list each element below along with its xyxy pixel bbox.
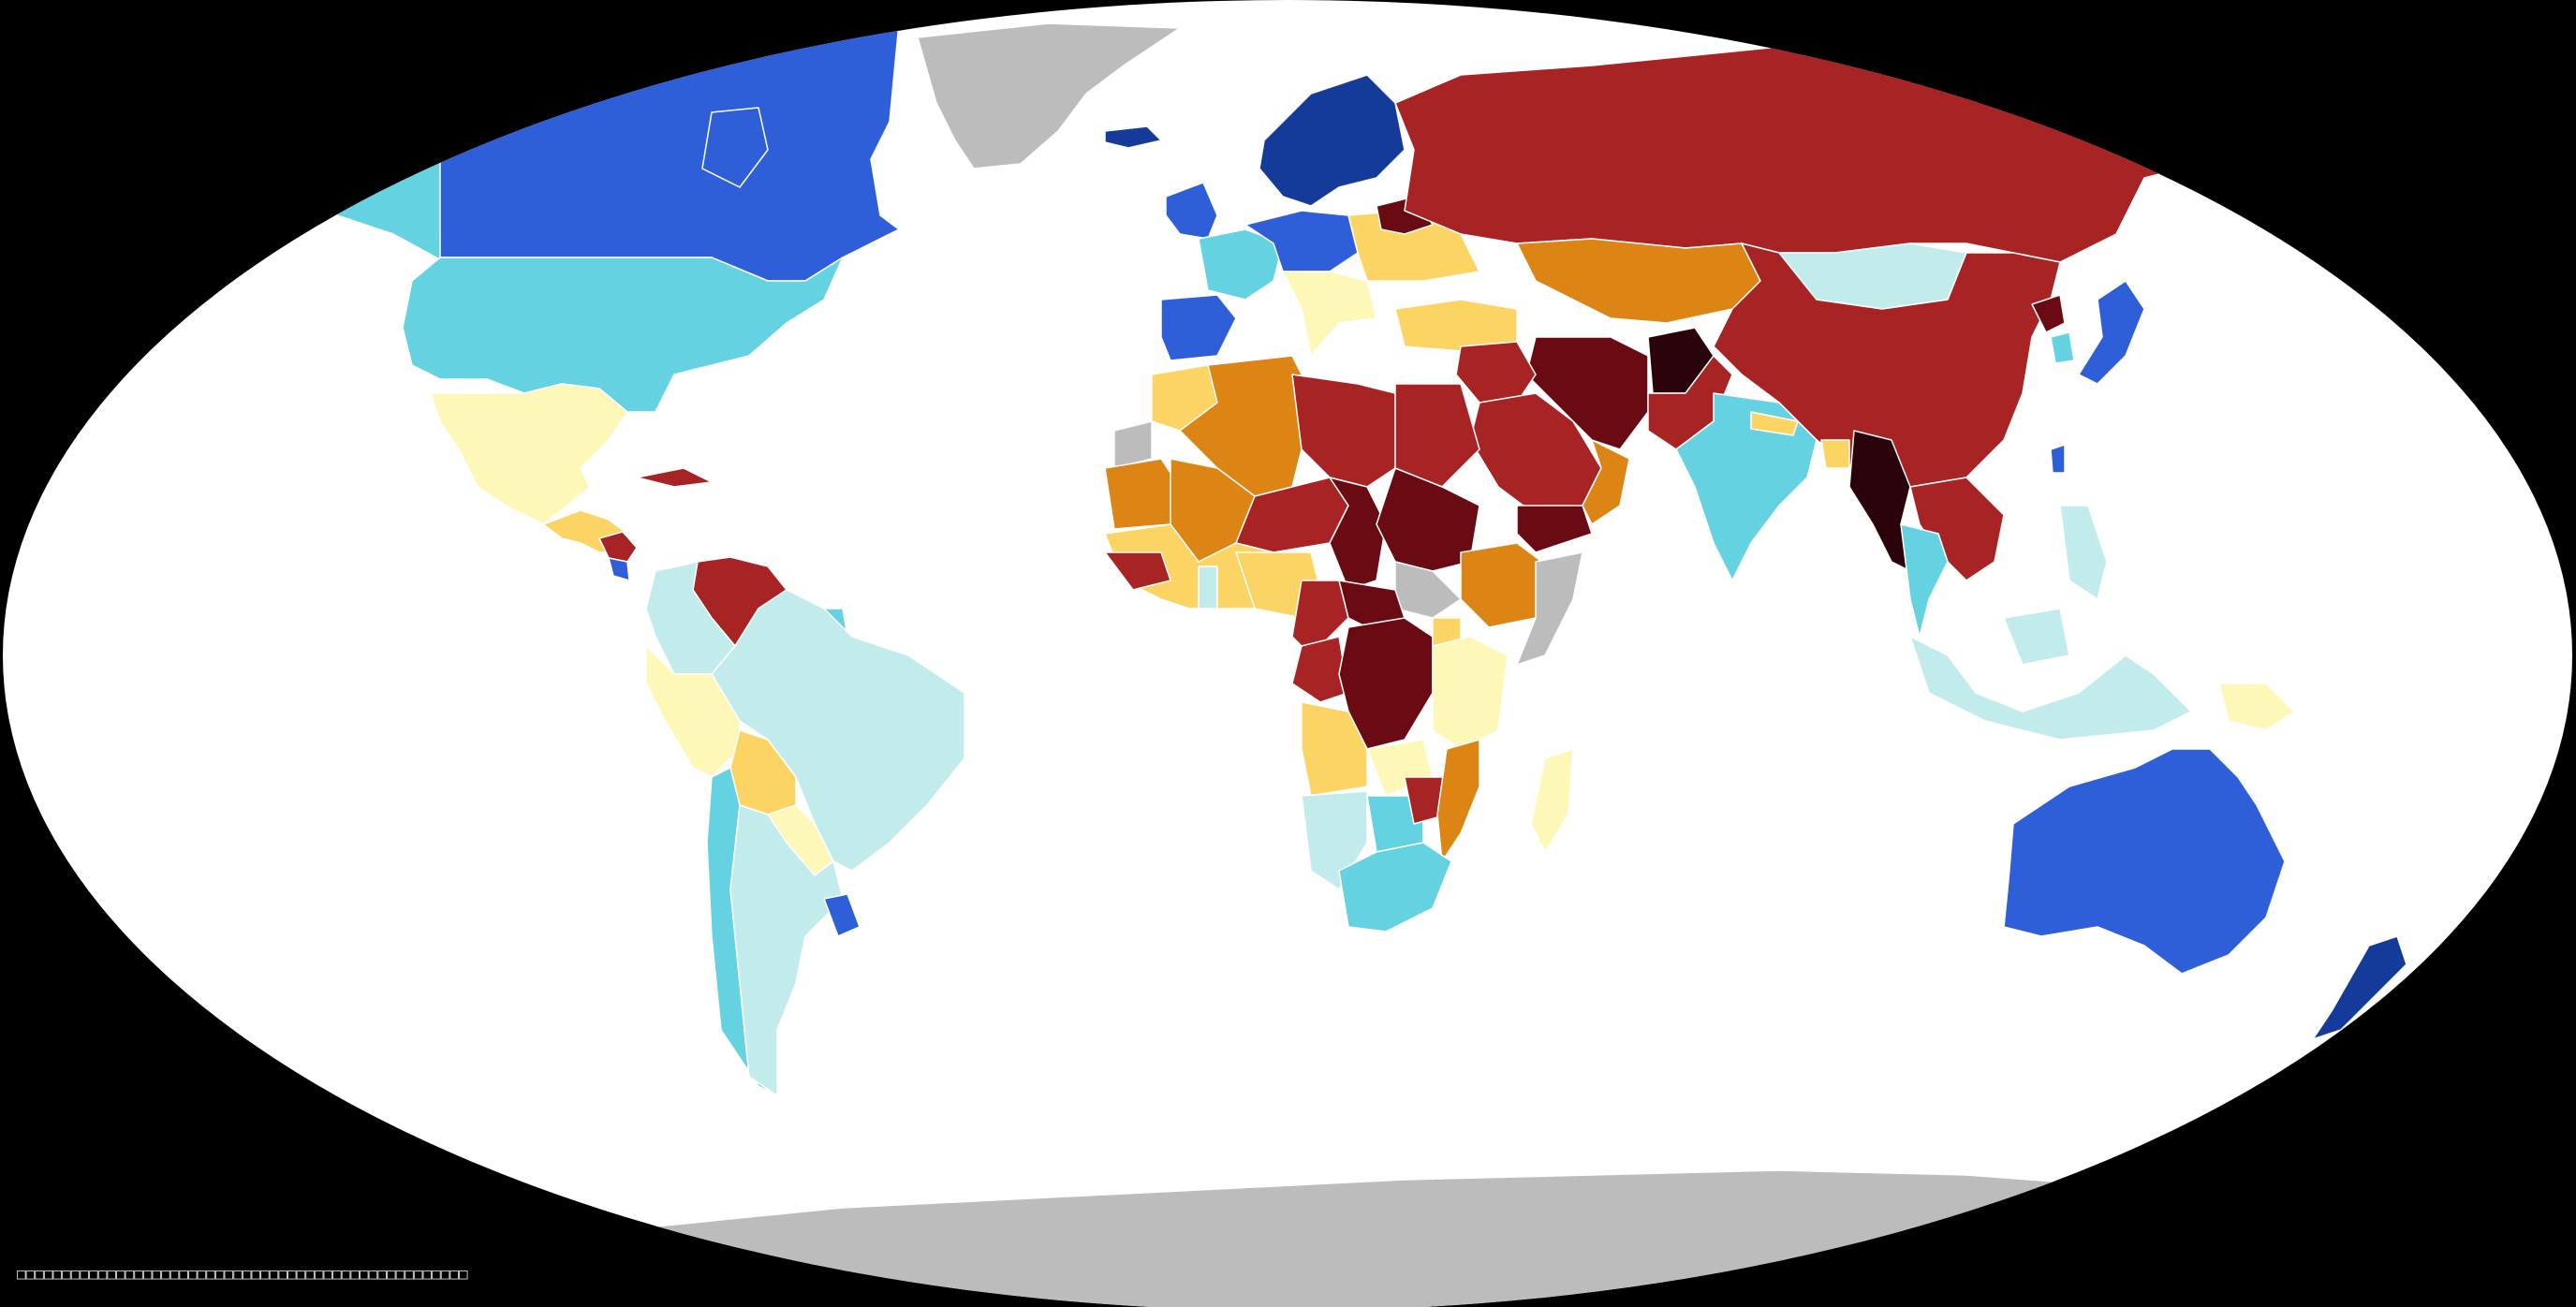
region-oman[interactable] bbox=[1582, 439, 1630, 525]
region-guinea-region[interactable] bbox=[1104, 551, 1171, 591]
region-libya[interactable] bbox=[1291, 374, 1396, 488]
region-iran[interactable] bbox=[1525, 336, 1649, 450]
region-greenland[interactable] bbox=[917, 22, 1181, 169]
region-western-sahara[interactable] bbox=[1113, 420, 1153, 469]
region-indochina[interactable] bbox=[1909, 477, 2005, 581]
region-japan[interactable] bbox=[2078, 280, 2145, 385]
region-papua-new-guinea[interactable] bbox=[2218, 683, 2295, 731]
region-malaysia-indonesia[interactable] bbox=[1909, 608, 2192, 741]
region-congo-gabon[interactable] bbox=[1291, 636, 1349, 703]
region-madagascar[interactable] bbox=[1530, 748, 1574, 853]
region-argentina[interactable] bbox=[729, 804, 844, 1096]
region-iberia[interactable] bbox=[1160, 294, 1237, 361]
region-cuba[interactable] bbox=[636, 467, 713, 488]
region-costa-rica[interactable] bbox=[608, 557, 630, 581]
region-dr-congo[interactable] bbox=[1338, 617, 1434, 750]
region-brazil[interactable] bbox=[711, 589, 965, 872]
region-united-states[interactable] bbox=[402, 257, 844, 413]
region-thailand[interactable] bbox=[1900, 523, 1949, 638]
region-south-korea[interactable] bbox=[2050, 331, 2075, 364]
region-south-africa[interactable] bbox=[1338, 842, 1452, 933]
region-nepal[interactable] bbox=[1750, 411, 1799, 436]
region-india[interactable] bbox=[1675, 392, 1818, 581]
region-bangladesh[interactable] bbox=[1820, 439, 1850, 469]
region-cameroon[interactable] bbox=[1291, 580, 1349, 656]
region-sudan[interactable] bbox=[1376, 467, 1480, 572]
region-australia[interactable] bbox=[2003, 748, 2286, 975]
region-egypt[interactable] bbox=[1394, 383, 1480, 488]
region-somalia[interactable] bbox=[1516, 551, 1583, 666]
region-mauritania[interactable] bbox=[1104, 458, 1181, 530]
region-new-zealand[interactable] bbox=[2312, 935, 2407, 1040]
region-nordics[interactable] bbox=[1259, 74, 1406, 207]
region-angola[interactable] bbox=[1301, 701, 1368, 797]
region-yemen[interactable] bbox=[1516, 505, 1593, 553]
region-mozambique[interactable] bbox=[1436, 739, 1480, 862]
region-central-europe[interactable] bbox=[1244, 210, 1359, 272]
region-mexico[interactable] bbox=[430, 383, 628, 525]
region-nicaragua[interactable] bbox=[598, 531, 638, 563]
region-western-europe[interactable] bbox=[1198, 228, 1284, 301]
region-philippines[interactable] bbox=[2059, 505, 2108, 600]
region-ghana[interactable] bbox=[1198, 565, 1218, 609]
region-north-korea[interactable] bbox=[2031, 294, 2066, 333]
region-iceland[interactable] bbox=[1104, 125, 1162, 149]
region-taiwan[interactable] bbox=[2050, 444, 2066, 474]
region-italy-balkans[interactable] bbox=[1282, 271, 1377, 357]
region-uruguay[interactable] bbox=[823, 893, 861, 937]
map-caption: □□□□□□□□□□□□□□□□□□□□□□□□□□□□□□□□□□□□□□□□… bbox=[17, 1265, 468, 1283]
region-kenya-tanzania[interactable] bbox=[1432, 636, 1509, 750]
region-peru[interactable] bbox=[645, 645, 741, 778]
